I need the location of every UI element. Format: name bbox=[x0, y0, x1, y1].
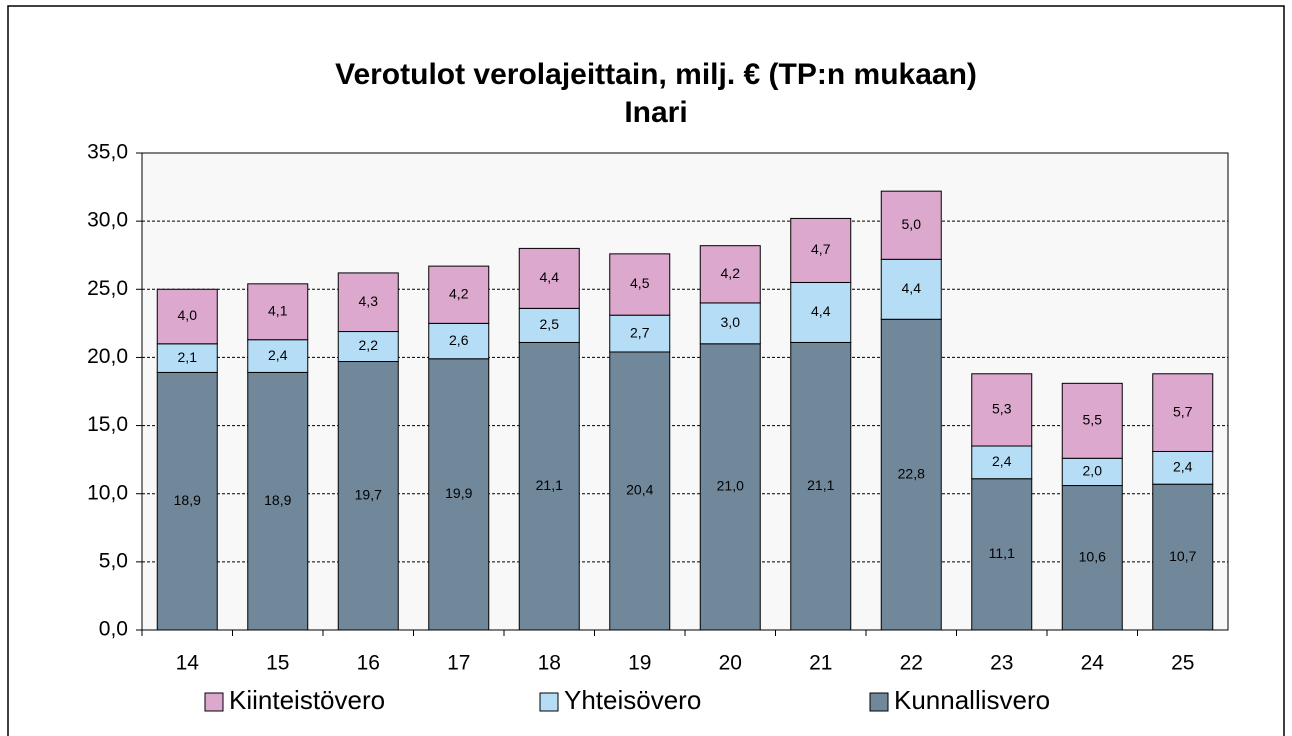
bar-segment bbox=[790, 217, 852, 283]
y-tick-label: 5,0 bbox=[99, 549, 128, 572]
bar-segment bbox=[428, 265, 490, 324]
x-tick-label: 14 bbox=[176, 652, 200, 675]
bar-segment bbox=[1061, 485, 1123, 631]
bar-segment bbox=[609, 253, 671, 316]
x-tick-label: 18 bbox=[538, 652, 561, 675]
chart-subtitle: Inari bbox=[624, 96, 687, 129]
data-label: 4,5 bbox=[630, 275, 650, 291]
x-tick-label: 22 bbox=[900, 652, 923, 675]
bar-segment bbox=[1152, 373, 1214, 452]
bar-segment bbox=[337, 361, 399, 631]
data-label: 4,2 bbox=[721, 265, 741, 281]
data-label: 10,7 bbox=[1169, 548, 1196, 564]
data-label: 21,1 bbox=[536, 477, 563, 493]
bar-segment bbox=[156, 288, 218, 345]
data-label: 2,6 bbox=[449, 332, 469, 348]
data-label: 18,9 bbox=[264, 492, 291, 508]
y-tick-label: 15,0 bbox=[87, 413, 128, 436]
data-label: 4,1 bbox=[268, 302, 288, 318]
x-tick-label: 16 bbox=[357, 652, 380, 675]
data-label: 22,8 bbox=[898, 465, 925, 481]
data-label: 2,2 bbox=[359, 337, 379, 353]
bar-segment bbox=[156, 343, 218, 373]
bar-segment bbox=[971, 373, 1033, 447]
data-label: 18,9 bbox=[174, 492, 201, 508]
data-label: 5,5 bbox=[1083, 412, 1103, 428]
bar-segment bbox=[428, 358, 490, 631]
data-label: 4,4 bbox=[902, 280, 922, 296]
y-tick-label: 10,0 bbox=[87, 481, 128, 504]
bar-segment bbox=[337, 331, 399, 363]
chart-title: Verotulot verolajeittain, milj. € (TP:n … bbox=[335, 58, 977, 91]
data-label: 4,7 bbox=[811, 241, 831, 257]
bar-segment bbox=[247, 371, 309, 631]
data-label: 19,7 bbox=[355, 486, 382, 502]
y-tick-label: 0,0 bbox=[99, 618, 128, 641]
data-label: 2,4 bbox=[992, 453, 1012, 469]
bar-segment bbox=[790, 281, 852, 343]
legend-swatch bbox=[539, 692, 559, 712]
data-label: 4,4 bbox=[540, 269, 560, 285]
bar-segment bbox=[1061, 382, 1123, 459]
bar-segment bbox=[971, 478, 1033, 631]
legend-label: Kiinteistövero bbox=[229, 685, 385, 715]
x-tick-label: 19 bbox=[628, 652, 651, 675]
bar-segment bbox=[1152, 483, 1214, 631]
x-tick-label: 17 bbox=[447, 652, 470, 675]
legend-label: Yhteisövero bbox=[564, 685, 701, 715]
x-tick-label: 25 bbox=[1171, 652, 1194, 675]
bar-segment bbox=[518, 247, 580, 309]
data-label: 4,4 bbox=[811, 303, 831, 319]
data-label: 2,5 bbox=[540, 316, 560, 332]
x-tick-label: 23 bbox=[990, 652, 1013, 675]
y-tick-label: 20,0 bbox=[87, 345, 128, 368]
y-tick-label: 35,0 bbox=[87, 141, 128, 164]
x-tick-label: 20 bbox=[719, 652, 742, 675]
data-label: 21,1 bbox=[807, 477, 834, 493]
bar-segment bbox=[1061, 457, 1123, 487]
data-label: 2,7 bbox=[630, 324, 650, 340]
legend-swatch bbox=[204, 692, 224, 712]
x-tick-label: 24 bbox=[1081, 652, 1105, 675]
data-label: 4,3 bbox=[359, 293, 379, 309]
data-label: 5,0 bbox=[902, 216, 922, 232]
data-label: 11,1 bbox=[989, 545, 1015, 561]
bar-segment bbox=[156, 371, 218, 631]
bar-segment bbox=[1152, 450, 1214, 485]
data-label: 5,7 bbox=[1173, 403, 1193, 419]
bar-segment bbox=[790, 341, 852, 631]
bar-segment bbox=[337, 272, 399, 333]
legend-swatch bbox=[869, 692, 889, 712]
data-label: 2,1 bbox=[178, 349, 198, 365]
y-tick-label: 25,0 bbox=[87, 277, 128, 300]
bar-segment bbox=[247, 283, 309, 341]
data-label: 2,4 bbox=[1173, 459, 1193, 475]
data-label: 20,4 bbox=[626, 482, 653, 498]
data-label: 5,3 bbox=[992, 401, 1012, 417]
data-label: 19,9 bbox=[445, 485, 472, 501]
bar-segment bbox=[880, 318, 942, 631]
data-label: 21,0 bbox=[717, 478, 744, 494]
data-label: 3,0 bbox=[721, 314, 741, 330]
bar-segment bbox=[247, 339, 309, 373]
bar-segment bbox=[609, 351, 671, 631]
plot-area bbox=[141, 152, 1229, 631]
bar-segment bbox=[880, 190, 942, 260]
x-tick-label: 15 bbox=[266, 652, 289, 675]
x-tick-label: 21 bbox=[809, 652, 832, 675]
data-label: 2,0 bbox=[1083, 463, 1103, 479]
data-label: 10,6 bbox=[1079, 548, 1106, 564]
legend-label: Kunnallisvero bbox=[894, 685, 1050, 715]
data-label: 4,0 bbox=[178, 307, 198, 323]
bar-segment bbox=[699, 245, 761, 304]
bar-segment bbox=[699, 302, 761, 345]
bar-segment bbox=[699, 343, 761, 631]
y-tick-label: 30,0 bbox=[87, 209, 128, 232]
data-label: 4,2 bbox=[449, 285, 469, 301]
bar-segment bbox=[428, 322, 490, 360]
data-label: 2,4 bbox=[268, 347, 288, 363]
